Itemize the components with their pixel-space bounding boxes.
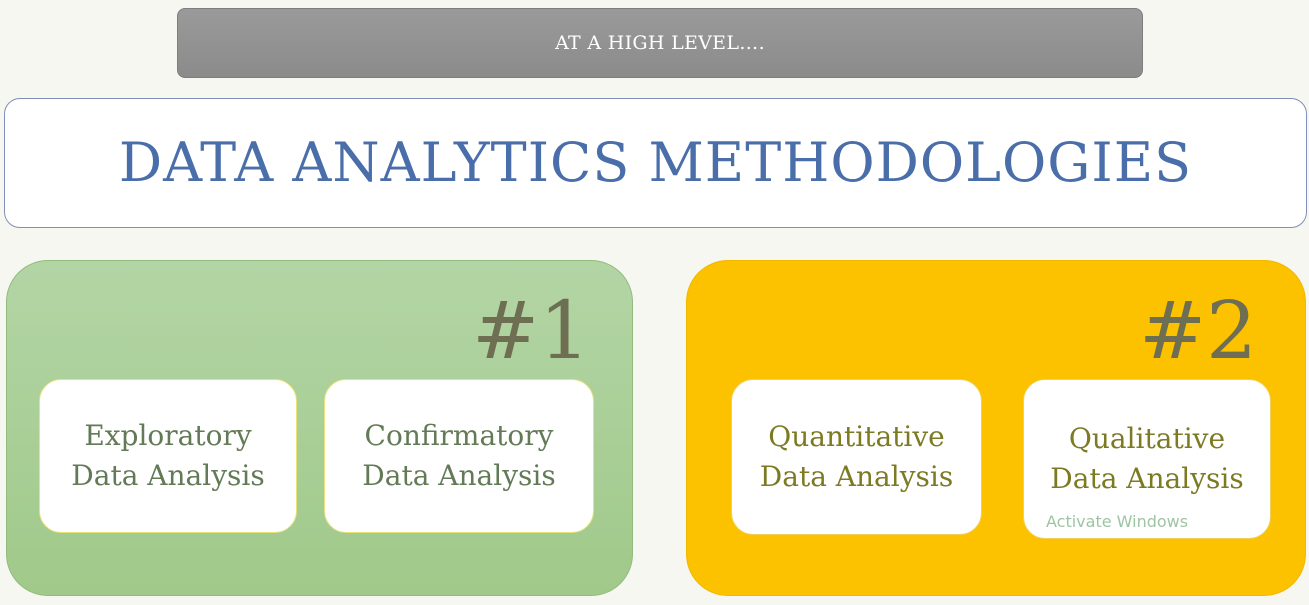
group-number: #2 bbox=[1139, 284, 1257, 377]
title-box: DATA ANALYTICS METHODOLOGIES bbox=[4, 98, 1307, 228]
activate-windows-watermark: Activate Windows bbox=[1046, 512, 1189, 531]
header-banner: AT A HIGH LEVEL…. bbox=[177, 8, 1143, 78]
methodology-group-2: #2 Quantitative Data Analysis Qualitativ… bbox=[686, 260, 1306, 596]
card-qualitative: Qualitative Data Analysis bbox=[1023, 379, 1271, 539]
card-confirmatory: Confirmatory Data Analysis bbox=[324, 379, 594, 533]
card-line-1: Exploratory bbox=[84, 419, 252, 452]
card-line-1: Confirmatory bbox=[364, 419, 554, 452]
group-number: #1 bbox=[472, 284, 590, 377]
card-line-2: Data Analysis bbox=[759, 460, 954, 493]
card-line-1: Qualitative bbox=[1068, 422, 1226, 455]
methodology-group-1: #1 Exploratory Data Analysis Confirmator… bbox=[6, 260, 633, 596]
page-title: DATA ANALYTICS METHODOLOGIES bbox=[118, 131, 1193, 194]
card-exploratory: Exploratory Data Analysis bbox=[39, 379, 297, 533]
card-line-1: Quantitative bbox=[768, 420, 945, 453]
header-banner-text: AT A HIGH LEVEL…. bbox=[555, 32, 765, 54]
card-quantitative: Quantitative Data Analysis bbox=[731, 379, 982, 535]
card-line-2: Data Analysis bbox=[362, 459, 556, 492]
card-line-2: Data Analysis bbox=[1050, 462, 1244, 495]
card-line-2: Data Analysis bbox=[71, 459, 265, 492]
